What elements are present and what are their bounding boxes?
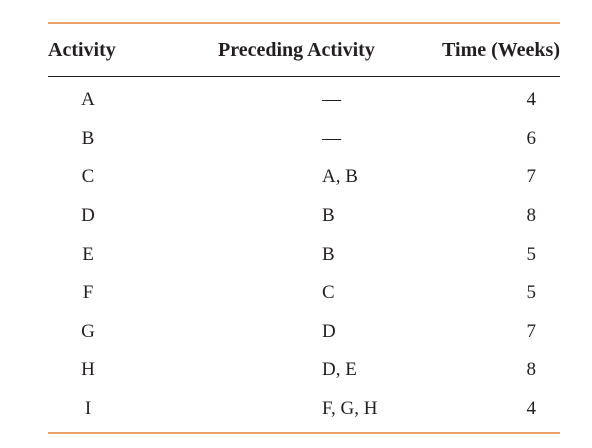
preceding-activity-cell: F, G, H bbox=[322, 398, 378, 420]
table-row: H D, E 8 bbox=[48, 351, 560, 390]
activity-cell: F bbox=[82, 282, 94, 304]
table-row: B — 6 bbox=[48, 120, 560, 159]
activity-cell: E bbox=[82, 243, 94, 265]
activity-cell: A bbox=[81, 89, 95, 111]
preceding-activity-cell: C bbox=[322, 282, 335, 304]
preceding-activity-cell: D, E bbox=[322, 359, 357, 381]
table-body: A — 4 B — 6 C A, B 7 D B 8 E B 5 F C 5 G D 7 H D, E 8 I F, G, H 4 bbox=[48, 77, 560, 433]
preceding-activity-cell: B bbox=[322, 205, 335, 227]
time-cell: 5 bbox=[526, 243, 537, 265]
time-cell: 6 bbox=[526, 127, 537, 149]
table-row: I F, G, H 4 bbox=[48, 390, 560, 433]
preceding-activity-cell: — bbox=[322, 127, 341, 149]
table-row: F C 5 bbox=[48, 274, 560, 313]
preceding-activity-cell: — bbox=[322, 89, 341, 111]
table-row: C A, B 7 bbox=[48, 158, 560, 197]
table-row: G D 7 bbox=[48, 313, 560, 352]
header-preceding-activity: Preceding Activity bbox=[128, 24, 384, 77]
preceding-activity-cell: B bbox=[322, 243, 335, 265]
activity-table: Activity Preceding Activity Time (Weeks)… bbox=[48, 24, 560, 432]
activity-cell: I bbox=[84, 398, 92, 420]
header-activity: Activity bbox=[48, 24, 128, 77]
activity-cell: H bbox=[81, 359, 95, 381]
activity-cell: D bbox=[81, 205, 95, 227]
time-cell: 4 bbox=[526, 89, 537, 111]
time-cell: 5 bbox=[526, 282, 537, 304]
time-cell: 4 bbox=[526, 398, 537, 420]
activity-table-container: Activity Preceding Activity Time (Weeks)… bbox=[48, 22, 560, 435]
activity-cell: G bbox=[81, 320, 95, 342]
activity-cell: C bbox=[81, 166, 95, 188]
table-top-rule bbox=[48, 22, 560, 24]
header-time-weeks: Time (Weeks) bbox=[384, 24, 560, 77]
time-cell: 8 bbox=[526, 205, 537, 227]
time-cell: 7 bbox=[526, 166, 537, 188]
table-row: A — 4 bbox=[48, 77, 560, 120]
table-header-row: Activity Preceding Activity Time (Weeks) bbox=[48, 24, 560, 77]
preceding-activity-cell: A, B bbox=[322, 166, 358, 188]
table-row: D B 8 bbox=[48, 197, 560, 236]
time-cell: 8 bbox=[526, 359, 537, 381]
time-cell: 7 bbox=[526, 320, 537, 342]
preceding-activity-cell: D bbox=[322, 320, 336, 342]
activity-cell: B bbox=[81, 127, 95, 149]
table-bottom-rule bbox=[48, 432, 560, 435]
table-row: E B 5 bbox=[48, 235, 560, 274]
